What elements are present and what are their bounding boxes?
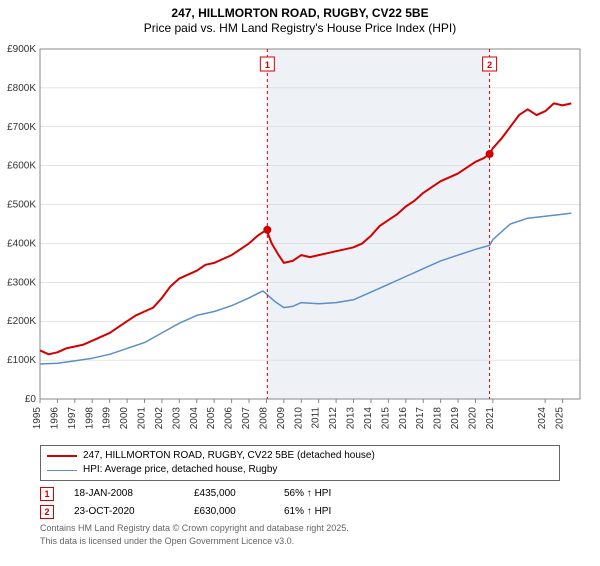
svg-text:2002: 2002	[154, 407, 165, 430]
svg-text:1: 1	[265, 60, 270, 70]
chart-area: £0 £100K £200K £300K £400K £500K £600K £700K £80…	[0, 39, 600, 439]
footnote-licence: This data is licensed under the Open Gov…	[40, 536, 560, 547]
svg-text:£600K: £600K	[7, 161, 36, 172]
svg-text:2009: 2009	[276, 407, 287, 430]
svg-text:2008: 2008	[258, 407, 269, 430]
event-marker: 2	[40, 505, 54, 519]
event-row: 2 23-OCT-2020 £630,000 61% ↑ HPI	[40, 503, 560, 521]
svg-text:2025: 2025	[555, 407, 566, 430]
svg-text:2007: 2007	[241, 407, 252, 430]
svg-text:1999: 1999	[102, 407, 113, 430]
svg-text:1996: 1996	[49, 407, 60, 430]
chart-title: 247, HILLMORTON ROAD, RUGBY, CV22 5BE	[0, 6, 600, 20]
svg-text:2021: 2021	[485, 407, 496, 430]
svg-text:2018: 2018	[433, 407, 444, 430]
svg-text:1995: 1995	[32, 407, 43, 430]
event-price: £435,000	[194, 485, 264, 503]
svg-text:2: 2	[487, 60, 492, 70]
svg-text:2014: 2014	[363, 407, 374, 430]
legend-label: 247, HILLMORTON ROAD, RUGBY, CV22 5BE (d…	[83, 449, 375, 463]
footnote-copyright: Contains HM Land Registry data © Crown c…	[40, 523, 560, 534]
svg-text:1997: 1997	[67, 407, 78, 430]
svg-text:£700K: £700K	[7, 122, 36, 133]
svg-text:£400K: £400K	[7, 238, 36, 249]
svg-text:2020: 2020	[467, 407, 478, 430]
legend-swatch	[47, 470, 77, 471]
legend-item: HPI: Average price, detached house, Rugb…	[47, 463, 553, 477]
svg-text:£0: £0	[25, 394, 37, 405]
event-marker: 1	[40, 487, 54, 501]
event-hpi: 61% ↑ HPI	[284, 503, 331, 521]
svg-text:2005: 2005	[206, 407, 217, 430]
svg-text:£200K: £200K	[7, 316, 36, 327]
svg-text:2016: 2016	[398, 407, 409, 430]
legend-label: HPI: Average price, detached house, Rugb…	[83, 463, 277, 477]
svg-text:2017: 2017	[415, 407, 426, 430]
line-chart: £0 £100K £200K £300K £400K £500K £600K £700K £80…	[0, 39, 600, 439]
legend-item: 247, HILLMORTON ROAD, RUGBY, CV22 5BE (d…	[47, 449, 553, 463]
event-date: 23-OCT-2020	[74, 503, 174, 521]
svg-text:2019: 2019	[450, 407, 461, 430]
svg-text:2000: 2000	[119, 407, 130, 430]
event-date: 18-JAN-2008	[74, 485, 174, 503]
svg-text:£100K: £100K	[7, 355, 36, 366]
event-table: 1 18-JAN-2008 £435,000 56% ↑ HPI 2 23-OCT-202…	[40, 485, 560, 521]
svg-text:1998: 1998	[84, 407, 95, 430]
svg-text:2012: 2012	[328, 407, 339, 430]
svg-text:2003: 2003	[171, 407, 182, 430]
legend-swatch	[47, 455, 77, 457]
svg-text:2004: 2004	[189, 407, 200, 430]
event-hpi: 56% ↑ HPI	[284, 485, 331, 503]
svg-text:£900K: £900K	[7, 44, 36, 55]
svg-text:£300K: £300K	[7, 277, 36, 288]
event-price: £630,000	[194, 503, 264, 521]
svg-text:2006: 2006	[224, 407, 235, 430]
chart-subtitle: Price paid vs. HM Land Registry's House …	[0, 21, 600, 35]
svg-text:2013: 2013	[346, 407, 357, 430]
svg-text:2001: 2001	[137, 407, 148, 430]
svg-text:2010: 2010	[293, 407, 304, 430]
svg-text:2015: 2015	[380, 407, 391, 430]
event-row: 1 18-JAN-2008 £435,000 56% ↑ HPI	[40, 485, 560, 503]
svg-text:2011: 2011	[311, 407, 322, 429]
legend: 247, HILLMORTON ROAD, RUGBY, CV22 5BE (d…	[40, 445, 560, 481]
svg-text:£500K: £500K	[7, 200, 36, 211]
svg-text:£800K: £800K	[7, 83, 36, 94]
svg-text:2024: 2024	[537, 407, 548, 430]
